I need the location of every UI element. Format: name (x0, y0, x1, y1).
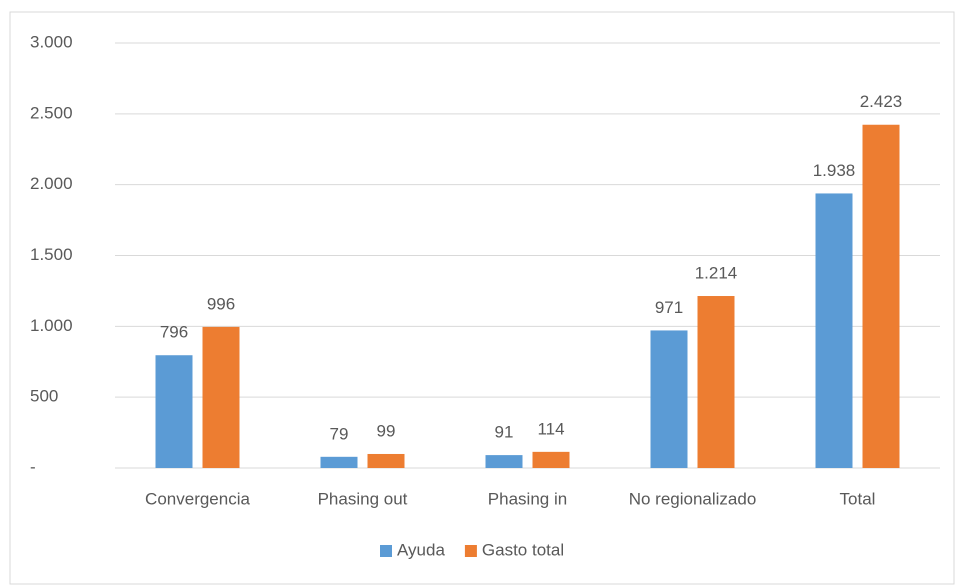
legend-label: Ayuda (397, 540, 445, 559)
bar (202, 326, 240, 468)
y-tick-label: 2.500 (30, 103, 73, 122)
x-tick-label: Phasing in (488, 489, 567, 508)
data-label: 1.938 (813, 161, 856, 180)
y-tick-label: 500 (30, 387, 58, 406)
chart-frame (9, 11, 955, 585)
data-label: 796 (160, 323, 188, 342)
x-tick-label: Total (840, 489, 876, 508)
data-label: 996 (207, 294, 235, 313)
data-label: 91 (495, 423, 514, 442)
data-label: 971 (655, 298, 683, 317)
bar (697, 296, 735, 468)
y-tick-label: 1.000 (30, 316, 73, 335)
bar (532, 451, 570, 468)
bar (320, 456, 358, 468)
data-label: 79 (330, 424, 349, 443)
data-label: 2.423 (860, 92, 903, 111)
bar (815, 193, 853, 468)
legend-swatch (380, 545, 392, 557)
y-tick-label: 2.000 (30, 174, 73, 193)
bar (650, 330, 688, 468)
legend-label: Gasto total (482, 540, 564, 559)
legend-swatch (464, 545, 477, 557)
bar (155, 355, 193, 468)
data-label: 1.214 (695, 264, 738, 283)
x-tick-label: No regionalizado (629, 489, 757, 508)
bar (485, 455, 523, 468)
y-tick-label: 1.500 (30, 245, 73, 264)
bar (367, 453, 405, 468)
x-tick-label: Phasing out (318, 489, 408, 508)
bar (862, 124, 900, 468)
data-label: 114 (537, 419, 564, 438)
y-tick-label: - (30, 457, 36, 476)
y-tick-label: 3.000 (30, 32, 73, 51)
data-label: 99 (377, 421, 396, 440)
x-tick-label: Convergencia (145, 489, 250, 508)
